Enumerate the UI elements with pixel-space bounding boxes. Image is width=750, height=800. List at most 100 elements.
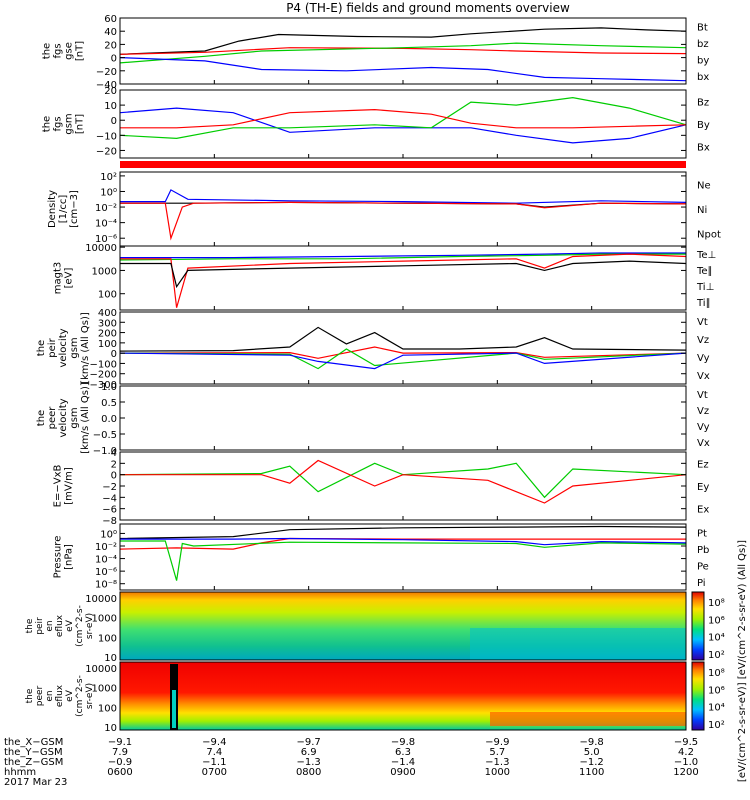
peer_velocity-legend-3: Vx (697, 438, 710, 449)
fgs_gsm-ytick-label-4: −20 (96, 146, 117, 157)
x-axis-value-4-2: −1.3 (485, 757, 509, 768)
x-axis-value-5-2: −1.2 (580, 757, 604, 768)
fgs_gsm-ylabel-2: gsm (64, 113, 75, 134)
panel-efield: 420−2−4−6−8 E=−VxB [mV/m] Ez Ey Ex (53, 448, 710, 527)
colorbar-0-tick-3: 10² (708, 650, 725, 661)
peir_en_eflux-ylabel-2: en (45, 620, 55, 631)
x-axis-value-5-3: 1100 (579, 767, 604, 778)
peir_velocity-ylabel-4: [km/s (All Qs)] (80, 312, 91, 384)
pressure-series-0 (119, 525, 687, 540)
temperature-legend-2: Ti⊥ (696, 282, 714, 293)
efield-ylabel-1: [mV/m] (64, 467, 75, 505)
x-axis-value-3-0: −9.8 (391, 737, 415, 748)
peir_velocity-ytick-label-2: 200 (98, 329, 117, 340)
peir_velocity-ytick-label-4: 0 (111, 349, 117, 360)
x-axis-value-0-1: 7.9 (112, 747, 128, 758)
pressure-ytick-label-4: 10⁻⁸ (95, 580, 117, 591)
density-ylabel-0: Density (47, 190, 58, 228)
peer_velocity-ytick-label-4: −1.0 (93, 446, 117, 457)
fgs_gsm-legend-2: Bx (697, 143, 710, 154)
fgs_gsm-legend-1: By (697, 120, 710, 131)
fgs_gse-ytick-label-0: 60 (104, 14, 117, 25)
x-axis-value-0-0: −9.1 (108, 737, 132, 748)
peer_velocity-ytick-label-3: −0.5 (93, 430, 117, 441)
x-axis-value-4-0: −9.9 (485, 737, 509, 748)
pressure-ytick-label-0: 10⁰ (100, 529, 117, 540)
electron-spectrogram-lowenergy-band (490, 712, 686, 726)
temperature-series-1 (119, 253, 686, 261)
x-axis-value-2-0: −9.7 (297, 737, 321, 748)
pressure-legend-1: Pb (697, 545, 709, 556)
efield-ytick-label-2: 0 (111, 471, 117, 482)
x-axis-row-label-3: hhmm (4, 767, 36, 778)
temperature-series-2 (120, 253, 687, 308)
x-axis-value-1-1: 7.4 (206, 747, 222, 758)
pressure-series-3 (120, 540, 687, 581)
x-axis-value-1-2: −1.1 (202, 757, 226, 768)
efield-ylabel-0: E=−VxB (53, 465, 64, 508)
pressure-legend-2: Pe (697, 561, 709, 572)
x-axis-value-0-3: 0600 (107, 767, 132, 778)
x-axis-row-label-0: the_X−GSM (4, 737, 63, 748)
date-label: 2017 Mar 23 (4, 777, 67, 788)
peer_en_eflux-ylabel-2: en (45, 690, 55, 701)
peir_velocity-series-0 (119, 326, 687, 352)
temperature-legend-3: Ti∥ (696, 298, 711, 309)
x-axis-value-0-2: −0.9 (108, 757, 132, 768)
peer_en_eflux-ytick-label-3: 10 (104, 723, 117, 734)
peir_en_eflux-ylabel-6: sr-eV) (85, 613, 95, 639)
temperature-series-3 (120, 260, 687, 289)
peer_en_eflux-ylabel-5: (cm^2-s- (75, 675, 85, 717)
figure-title: P4 (TH-E) fields and ground moments over… (286, 1, 570, 15)
fgs_gse-series-1 (119, 47, 687, 55)
ion-spectrogram-frame (119, 591, 687, 661)
panel-fgs_gsm: 20 10 0 −10 −20 the fgs gsm [nT] Bz By Bx (42, 86, 710, 159)
fgs_gse-ytick-label-5: −40 (96, 80, 117, 91)
panel-pressure: 10⁰ 10⁻² 10⁻⁴10⁻⁶ 10⁻⁸ Pressure [nPa] Pt Pb Pe Pi (53, 523, 709, 591)
temperature-ytick-label-2: 100 (98, 290, 117, 301)
fgs_gsm-ylabel-0: the (42, 116, 53, 132)
pressure-ylabel-0: Pressure (53, 536, 64, 579)
fgs_gse-legend-2: by (697, 55, 709, 66)
temperature-series-0 (120, 252, 686, 259)
efield-series-0 (119, 462, 687, 499)
peir_velocity-ytick-label-6: −200 (90, 370, 117, 381)
x-axis-value-4-1: 5.7 (489, 747, 505, 758)
density-series-2 (120, 201, 687, 241)
fgs_gsm-ytick-label-3: −10 (96, 131, 117, 142)
colorbar-1-tick-1: 10⁶ (708, 685, 725, 696)
density-ytick-label-0: 10² (100, 172, 117, 183)
x-axis-value-5-0: −9.8 (580, 737, 604, 748)
density-frame (119, 171, 687, 247)
x-axis-value-2-3: 0800 (296, 767, 321, 778)
peer_en_eflux-ylabel-6: sr-eV) (85, 683, 95, 709)
peer_en_eflux-ylabel-4: eV (65, 689, 75, 702)
peer_en_eflux-ylabel-3: eflux (55, 684, 65, 707)
quality-flag-strip (120, 161, 686, 168)
fgs_gsm-ytick-label-1: 10 (104, 101, 117, 112)
peer_velocity-ylabel-0: the (36, 410, 47, 426)
panel-peer_velocity: 1.0 0.5 0.0 −0.5 −1.0 the peer velocity gsm [km/s… (36, 382, 710, 457)
peir_velocity-ytick-label-5: −100 (90, 359, 117, 370)
temperature-ylabel-0: magt3 (53, 262, 64, 295)
x-axis-value-6-2: −1.0 (674, 757, 698, 768)
peir_en_eflux-ylabel-5: (cm^2-s- (75, 605, 85, 647)
panel-peir_en_eflux-axes: 10000 1000 100 10 the peir en eflux eV (cm^2-s-sr… (25, 594, 125, 664)
peir_velocity-ytick-label-1: 300 (98, 318, 117, 329)
fgs_gse-legend-3: bx (697, 72, 709, 83)
electron-spectrogram-frame (119, 661, 687, 731)
x-axis-row-label-2: the_Z−GSM (4, 757, 63, 768)
fgs_gse-ytick-label-3: 0 (111, 54, 117, 65)
peir_velocity-frame (119, 311, 687, 385)
fgs_gsm-series-2 (120, 108, 687, 129)
x-axis-value-1-0: −9.4 (202, 737, 226, 748)
x-axis-value-6-0: −9.5 (674, 737, 698, 748)
colorbar-0-tick-1: 10⁶ (708, 615, 725, 626)
colorbar-upper (691, 591, 705, 661)
x-axis-value-5-1: 5.0 (584, 747, 600, 758)
fgs_gsm-series-1 (119, 96, 687, 140)
efield-ytick-label-5: −6 (102, 505, 117, 516)
